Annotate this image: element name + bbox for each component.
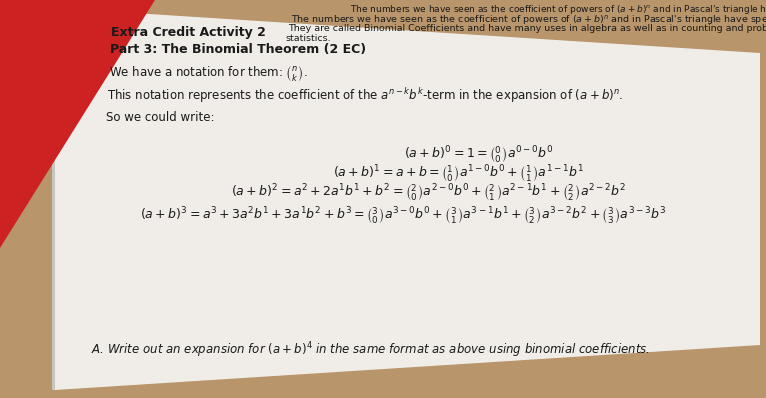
Polygon shape (52, 8, 58, 390)
Polygon shape (55, 8, 760, 390)
Text: We have a notation for them: $\binom{n}{k}$.: We have a notation for them: $\binom{n}{… (109, 65, 307, 84)
Text: So we could write:: So we could write: (106, 111, 214, 124)
Text: $(a + b)^2 = a^2 + 2a^1b^1 + b^2 = \binom{2}{0}a^{2-0}b^0 + \binom{2}{1}a^{2-1}b: $(a + b)^2 = a^2 + 2a^1b^1 + b^2 = \bino… (231, 183, 627, 205)
Text: This notation represents the coefficient of the $a^{n-k}b^k$-term in the expansi: This notation represents the coefficient… (107, 86, 624, 105)
Text: statistics.: statistics. (285, 34, 331, 43)
Text: The numbers we have seen as the coefficient of powers of $(a + b)^n$ and in Pasc: The numbers we have seen as the coeffici… (291, 13, 766, 27)
Text: The numbers we have seen as the coefficient of powers of $(a + b)^n$ and in Pasc: The numbers we have seen as the coeffici… (350, 3, 766, 16)
Text: Extra Credit Activity 2: Extra Credit Activity 2 (111, 26, 266, 39)
Text: $(a + b)^3 = a^3 + 3a^2b^1 + 3a^1b^2 + b^3 = \binom{3}{0}a^{3-0}b^0 + \binom{3}{: $(a + b)^3 = a^3 + 3a^2b^1 + 3a^1b^2 + b… (139, 205, 666, 226)
Text: $(a + b)^1 = a + b = \binom{1}{0}a^{1-0}b^0 + \binom{1}{1}a^{1-1}b^1$: $(a + b)^1 = a + b = \binom{1}{0}a^{1-0}… (332, 164, 584, 185)
Text: They are called Binomial Coefficients and have many uses in algebra as well as i: They are called Binomial Coefficients an… (288, 24, 766, 33)
Text: $(a + b)^0 = 1 = \binom{0}{0}a^{0-0}b^0$: $(a + b)^0 = 1 = \binom{0}{0}a^{0-0}b^0$ (404, 145, 554, 166)
Text: Part 3: The Binomial Theorem (2 EC): Part 3: The Binomial Theorem (2 EC) (110, 43, 366, 56)
Text: A. Write out an expansion for $(a + b)^4$ in the same format as above using bino: A. Write out an expansion for $(a + b)^4… (91, 341, 650, 360)
Polygon shape (0, 0, 155, 248)
